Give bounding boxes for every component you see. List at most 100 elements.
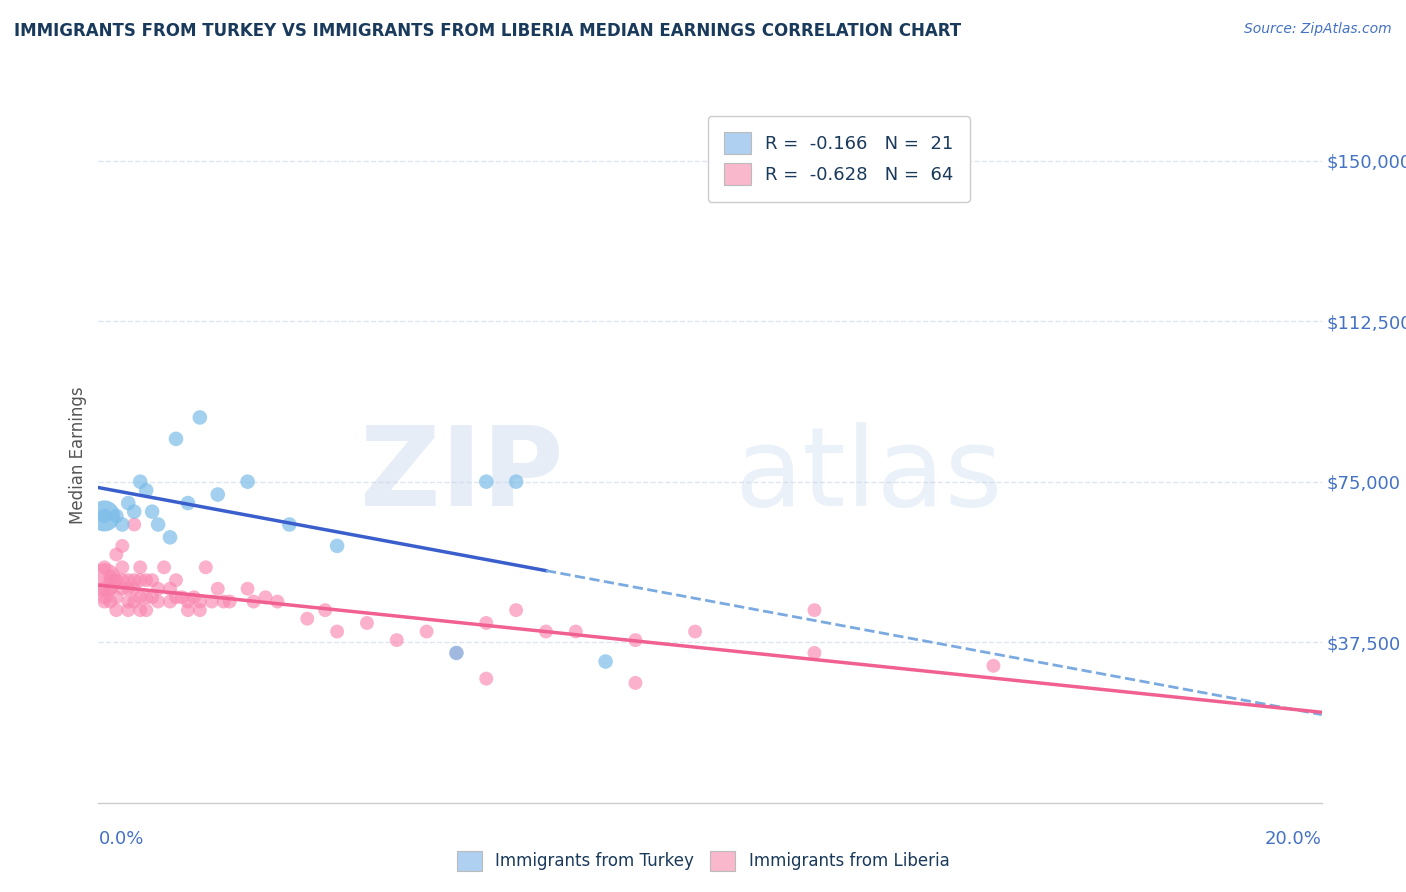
Point bbox=[236, 475, 259, 489]
Point bbox=[105, 591, 128, 605]
Point bbox=[93, 508, 115, 523]
Point bbox=[254, 591, 277, 605]
Point bbox=[129, 603, 152, 617]
Point bbox=[135, 573, 157, 587]
Point bbox=[98, 573, 121, 587]
Point bbox=[624, 633, 647, 648]
Point bbox=[415, 624, 437, 639]
Point bbox=[475, 475, 498, 489]
Legend: Immigrants from Turkey, Immigrants from Liberia: Immigrants from Turkey, Immigrants from … bbox=[449, 842, 957, 880]
Point bbox=[141, 591, 163, 605]
Point bbox=[135, 483, 157, 498]
Point bbox=[98, 582, 121, 596]
Point bbox=[565, 624, 588, 639]
Point bbox=[326, 539, 349, 553]
Point bbox=[803, 603, 825, 617]
Point bbox=[153, 560, 176, 574]
Point bbox=[194, 560, 217, 574]
Point bbox=[183, 591, 205, 605]
Point bbox=[111, 539, 134, 553]
Point bbox=[117, 594, 139, 608]
Text: ZIP: ZIP bbox=[360, 422, 564, 529]
Point bbox=[201, 594, 224, 608]
Point bbox=[93, 508, 115, 523]
Point bbox=[111, 573, 134, 587]
Text: 20.0%: 20.0% bbox=[1265, 830, 1322, 847]
Point bbox=[135, 603, 157, 617]
Point bbox=[165, 591, 187, 605]
Point bbox=[141, 505, 163, 519]
Point bbox=[278, 517, 301, 532]
Point bbox=[122, 594, 145, 608]
Point bbox=[105, 548, 128, 562]
Point bbox=[159, 582, 181, 596]
Point bbox=[122, 505, 145, 519]
Point bbox=[297, 612, 319, 626]
Point bbox=[595, 655, 617, 669]
Point bbox=[146, 594, 169, 608]
Point bbox=[475, 672, 498, 686]
Y-axis label: Median Earnings: Median Earnings bbox=[69, 386, 87, 524]
Point bbox=[111, 582, 134, 596]
Point bbox=[242, 594, 264, 608]
Point bbox=[135, 591, 157, 605]
Point bbox=[93, 591, 115, 605]
Point bbox=[624, 676, 647, 690]
Point bbox=[475, 615, 498, 630]
Point bbox=[117, 573, 139, 587]
Point bbox=[218, 594, 240, 608]
Point bbox=[207, 582, 229, 596]
Point bbox=[141, 573, 163, 587]
Point bbox=[356, 615, 378, 630]
Point bbox=[683, 624, 706, 639]
Legend: R =  -0.166   N =  21, R =  -0.628   N =  64: R = -0.166 N = 21, R = -0.628 N = 64 bbox=[707, 116, 970, 202]
Point bbox=[983, 658, 1005, 673]
Point bbox=[177, 594, 200, 608]
Point bbox=[111, 560, 134, 574]
Point bbox=[159, 530, 181, 544]
Point bbox=[129, 591, 152, 605]
Point bbox=[117, 582, 139, 596]
Point bbox=[188, 410, 211, 425]
Point bbox=[266, 594, 288, 608]
Point bbox=[165, 432, 187, 446]
Point bbox=[146, 582, 169, 596]
Point bbox=[188, 594, 211, 608]
Point bbox=[129, 560, 152, 574]
Text: Source: ZipAtlas.com: Source: ZipAtlas.com bbox=[1244, 22, 1392, 37]
Point bbox=[93, 573, 115, 587]
Point bbox=[505, 603, 527, 617]
Point bbox=[159, 594, 181, 608]
Point bbox=[122, 517, 145, 532]
Point bbox=[534, 624, 557, 639]
Text: atlas: atlas bbox=[735, 422, 1004, 529]
Point bbox=[98, 569, 121, 583]
Point bbox=[93, 594, 115, 608]
Point bbox=[117, 496, 139, 510]
Point bbox=[446, 646, 468, 660]
Point bbox=[122, 582, 145, 596]
Point bbox=[170, 591, 193, 605]
Point bbox=[207, 487, 229, 501]
Point bbox=[105, 508, 128, 523]
Point bbox=[105, 603, 128, 617]
Point bbox=[122, 573, 145, 587]
Point bbox=[212, 594, 235, 608]
Point bbox=[505, 475, 527, 489]
Point bbox=[188, 603, 211, 617]
Point bbox=[129, 475, 152, 489]
Point bbox=[98, 594, 121, 608]
Point bbox=[314, 603, 336, 617]
Point bbox=[93, 582, 115, 596]
Point bbox=[803, 646, 825, 660]
Point bbox=[385, 633, 408, 648]
Point bbox=[446, 646, 468, 660]
Point bbox=[236, 582, 259, 596]
Point bbox=[146, 517, 169, 532]
Point bbox=[111, 517, 134, 532]
Point bbox=[177, 496, 200, 510]
Text: IMMIGRANTS FROM TURKEY VS IMMIGRANTS FROM LIBERIA MEDIAN EARNINGS CORRELATION CH: IMMIGRANTS FROM TURKEY VS IMMIGRANTS FRO… bbox=[14, 22, 962, 40]
Point bbox=[93, 560, 115, 574]
Point bbox=[117, 603, 139, 617]
Point bbox=[165, 573, 187, 587]
